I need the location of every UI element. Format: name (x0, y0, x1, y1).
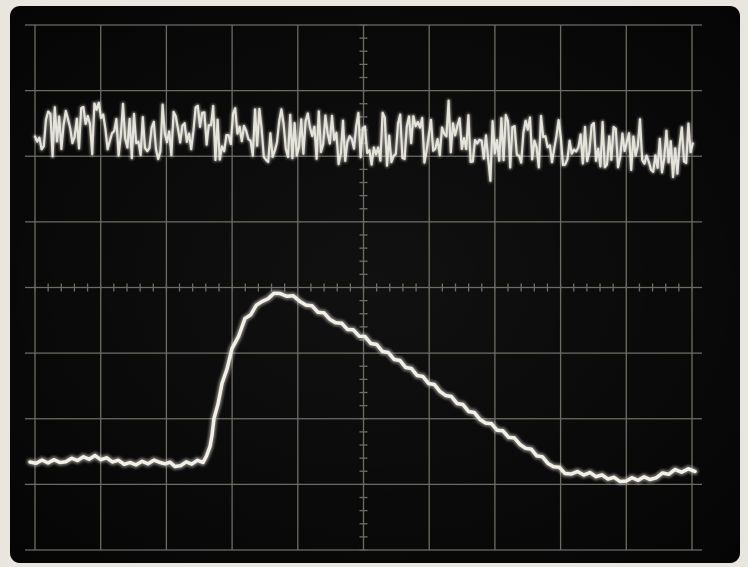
page: (() => { const svg = document.getElement… (0, 0, 748, 567)
oscilloscope-photo (0, 0, 748, 567)
